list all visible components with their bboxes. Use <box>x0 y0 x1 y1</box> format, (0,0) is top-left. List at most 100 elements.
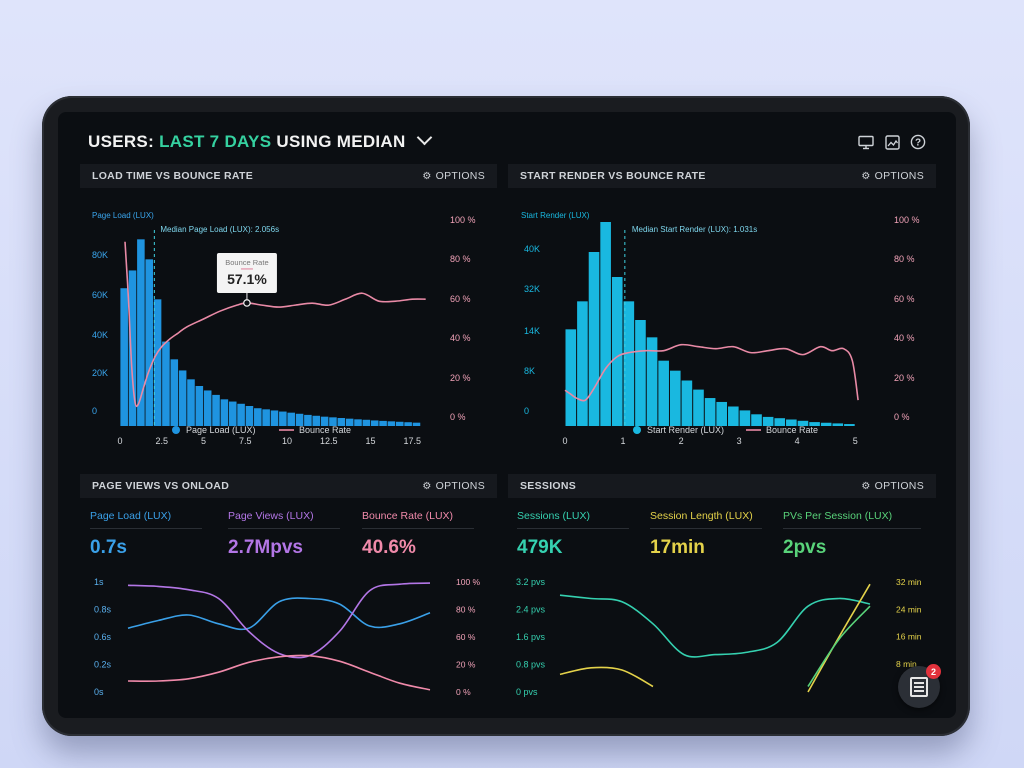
bar <box>304 414 312 426</box>
options-button[interactable]: ⚙ OPTIONS <box>861 170 924 182</box>
monitor-icon[interactable] <box>858 134 874 150</box>
y-right-tick-label: 60 % <box>456 632 476 642</box>
y-right-tick-label: 40 % <box>894 333 915 343</box>
bar <box>404 422 412 426</box>
y-right-tick-label: 32 min <box>896 577 922 587</box>
bounce-rate-line <box>124 241 426 408</box>
bar <box>379 420 387 426</box>
gear-icon: ⚙ <box>422 171 432 182</box>
y-axis-title: Page Load (LUX) <box>92 211 154 220</box>
options-label: OPTIONS <box>435 480 485 492</box>
bar <box>170 359 179 426</box>
bar <box>739 410 751 426</box>
metric-label: Bounce Rate (LUX) <box>362 510 474 529</box>
panel-title: SESSIONS <box>520 480 577 492</box>
bar <box>716 401 728 426</box>
x-tick-label: 1 <box>621 436 626 446</box>
x-tick-label: 4 <box>795 436 800 446</box>
y-right-tick-label: 0 % <box>456 687 471 697</box>
options-button[interactable]: ⚙ OPTIONS <box>422 480 485 492</box>
y-right-tick-label: 16 min <box>896 632 922 642</box>
svg-text:?: ? <box>915 138 921 149</box>
bar <box>228 401 237 426</box>
bar <box>611 277 623 426</box>
y-tick-label: 0.6s <box>94 632 112 642</box>
notification-badge: 2 <box>926 664 941 679</box>
x-tick-label: 15 <box>366 436 376 446</box>
y-right-tick-label: 100 % <box>456 577 481 587</box>
bar <box>565 329 577 426</box>
panel-header: PAGE VIEWS VS ONLOAD ⚙ OPTIONS <box>80 474 497 498</box>
bar <box>203 390 212 426</box>
panel-title: PAGE VIEWS VS ONLOAD <box>92 480 230 492</box>
image-icon[interactable] <box>884 134 900 150</box>
y-tick-label: 1s <box>94 577 104 587</box>
bar <box>145 259 154 426</box>
y-tick-label: 40K <box>92 330 108 340</box>
y-right-tick-label: 100 % <box>450 215 476 225</box>
bar <box>162 341 170 426</box>
y-tick-label: 0.2s <box>94 660 112 670</box>
bar <box>646 337 658 426</box>
panel-title: LOAD TIME VS BOUNCE RATE <box>92 170 254 182</box>
options-label: OPTIONS <box>874 480 924 492</box>
bar <box>345 418 354 426</box>
bar <box>212 394 220 426</box>
x-tick-label: 2 <box>679 436 684 446</box>
series-line <box>127 597 431 631</box>
metric-value: 2pvs <box>783 537 827 558</box>
bar <box>312 415 321 426</box>
bar <box>237 403 245 426</box>
load-bounce-chart: Page Load (LUX) 0 20K 40K 60K 80K 0 % 20 % 40 % 6… <box>92 211 476 446</box>
bar <box>844 424 855 426</box>
y-right-tick-label: 60 % <box>450 294 471 304</box>
render-bounce-chart: Start Render (LUX) 0 8K 14K 32K 40K 0 % 20 % 40 … <box>521 211 920 446</box>
page-title[interactable]: USERS: LAST 7 DAYS USING MEDIAN <box>88 129 432 152</box>
y-tick-label: 0 <box>524 406 529 416</box>
y-right-tick-label: 80 % <box>456 605 476 615</box>
metric-page-load: Page Load (LUX) 0.7s <box>90 510 202 559</box>
bar <box>178 370 187 426</box>
bar <box>693 389 704 426</box>
chevron-down-icon[interactable] <box>416 129 432 146</box>
y-tick-label: 0.8s <box>94 605 112 615</box>
bar <box>728 406 739 426</box>
bar <box>295 413 304 426</box>
y-right-tick-label: 100 % <box>894 215 920 225</box>
dashboard-screen: USERS: LAST 7 DAYS USING MEDIAN ? LOAD T… <box>58 112 956 718</box>
x-tick-label: 5 <box>853 436 858 446</box>
panel-sessions: SESSIONS ⚙ OPTIONS Sessions (LUX) 479K Se… <box>508 474 936 718</box>
metric-value: 40.6% <box>362 537 416 558</box>
series-line <box>559 666 654 688</box>
bar <box>832 423 844 426</box>
options-button[interactable]: ⚙ OPTIONS <box>422 170 485 182</box>
y-right-tick-label: 0 % <box>894 412 910 422</box>
bar <box>270 410 279 426</box>
panel-load-vs-bounce: LOAD TIME VS BOUNCE RATE ⚙ OPTIONS Page L… <box>80 164 497 454</box>
x-tick-label: 5 <box>201 436 206 446</box>
metric-value: 0.7s <box>90 537 127 558</box>
y-axis-title: Start Render (LUX) <box>521 211 590 220</box>
legend-swatch <box>172 426 180 434</box>
y-tick-label: 0 <box>92 406 97 416</box>
gear-icon: ⚙ <box>861 171 871 182</box>
bar <box>195 386 204 426</box>
x-tick-label: 0 <box>562 436 567 446</box>
panel-header: START RENDER VS BOUNCE RATE ⚙ OPTIONS <box>508 164 936 188</box>
metric-bounce-rate: Bounce Rate (LUX) 40.6% <box>362 510 474 559</box>
bar <box>287 412 295 426</box>
series-line <box>807 605 871 687</box>
y-tick-label: 32K <box>524 284 540 294</box>
header-icons: ? <box>858 134 926 150</box>
y-right-tick-label: 80 % <box>894 254 915 264</box>
options-label: OPTIONS <box>874 170 924 182</box>
bar <box>786 419 797 426</box>
bar <box>320 416 329 426</box>
tooltip-value: 57.1% <box>227 271 267 287</box>
options-button[interactable]: ⚙ OPTIONS <box>861 480 924 492</box>
bar <box>774 418 786 426</box>
help-icon[interactable]: ? <box>910 134 926 150</box>
bar <box>120 288 128 426</box>
y-right-tick-label: 8 min <box>896 659 917 669</box>
metric-pvs-per-session: PVs Per Session (LUX) 2pvs <box>783 510 921 559</box>
